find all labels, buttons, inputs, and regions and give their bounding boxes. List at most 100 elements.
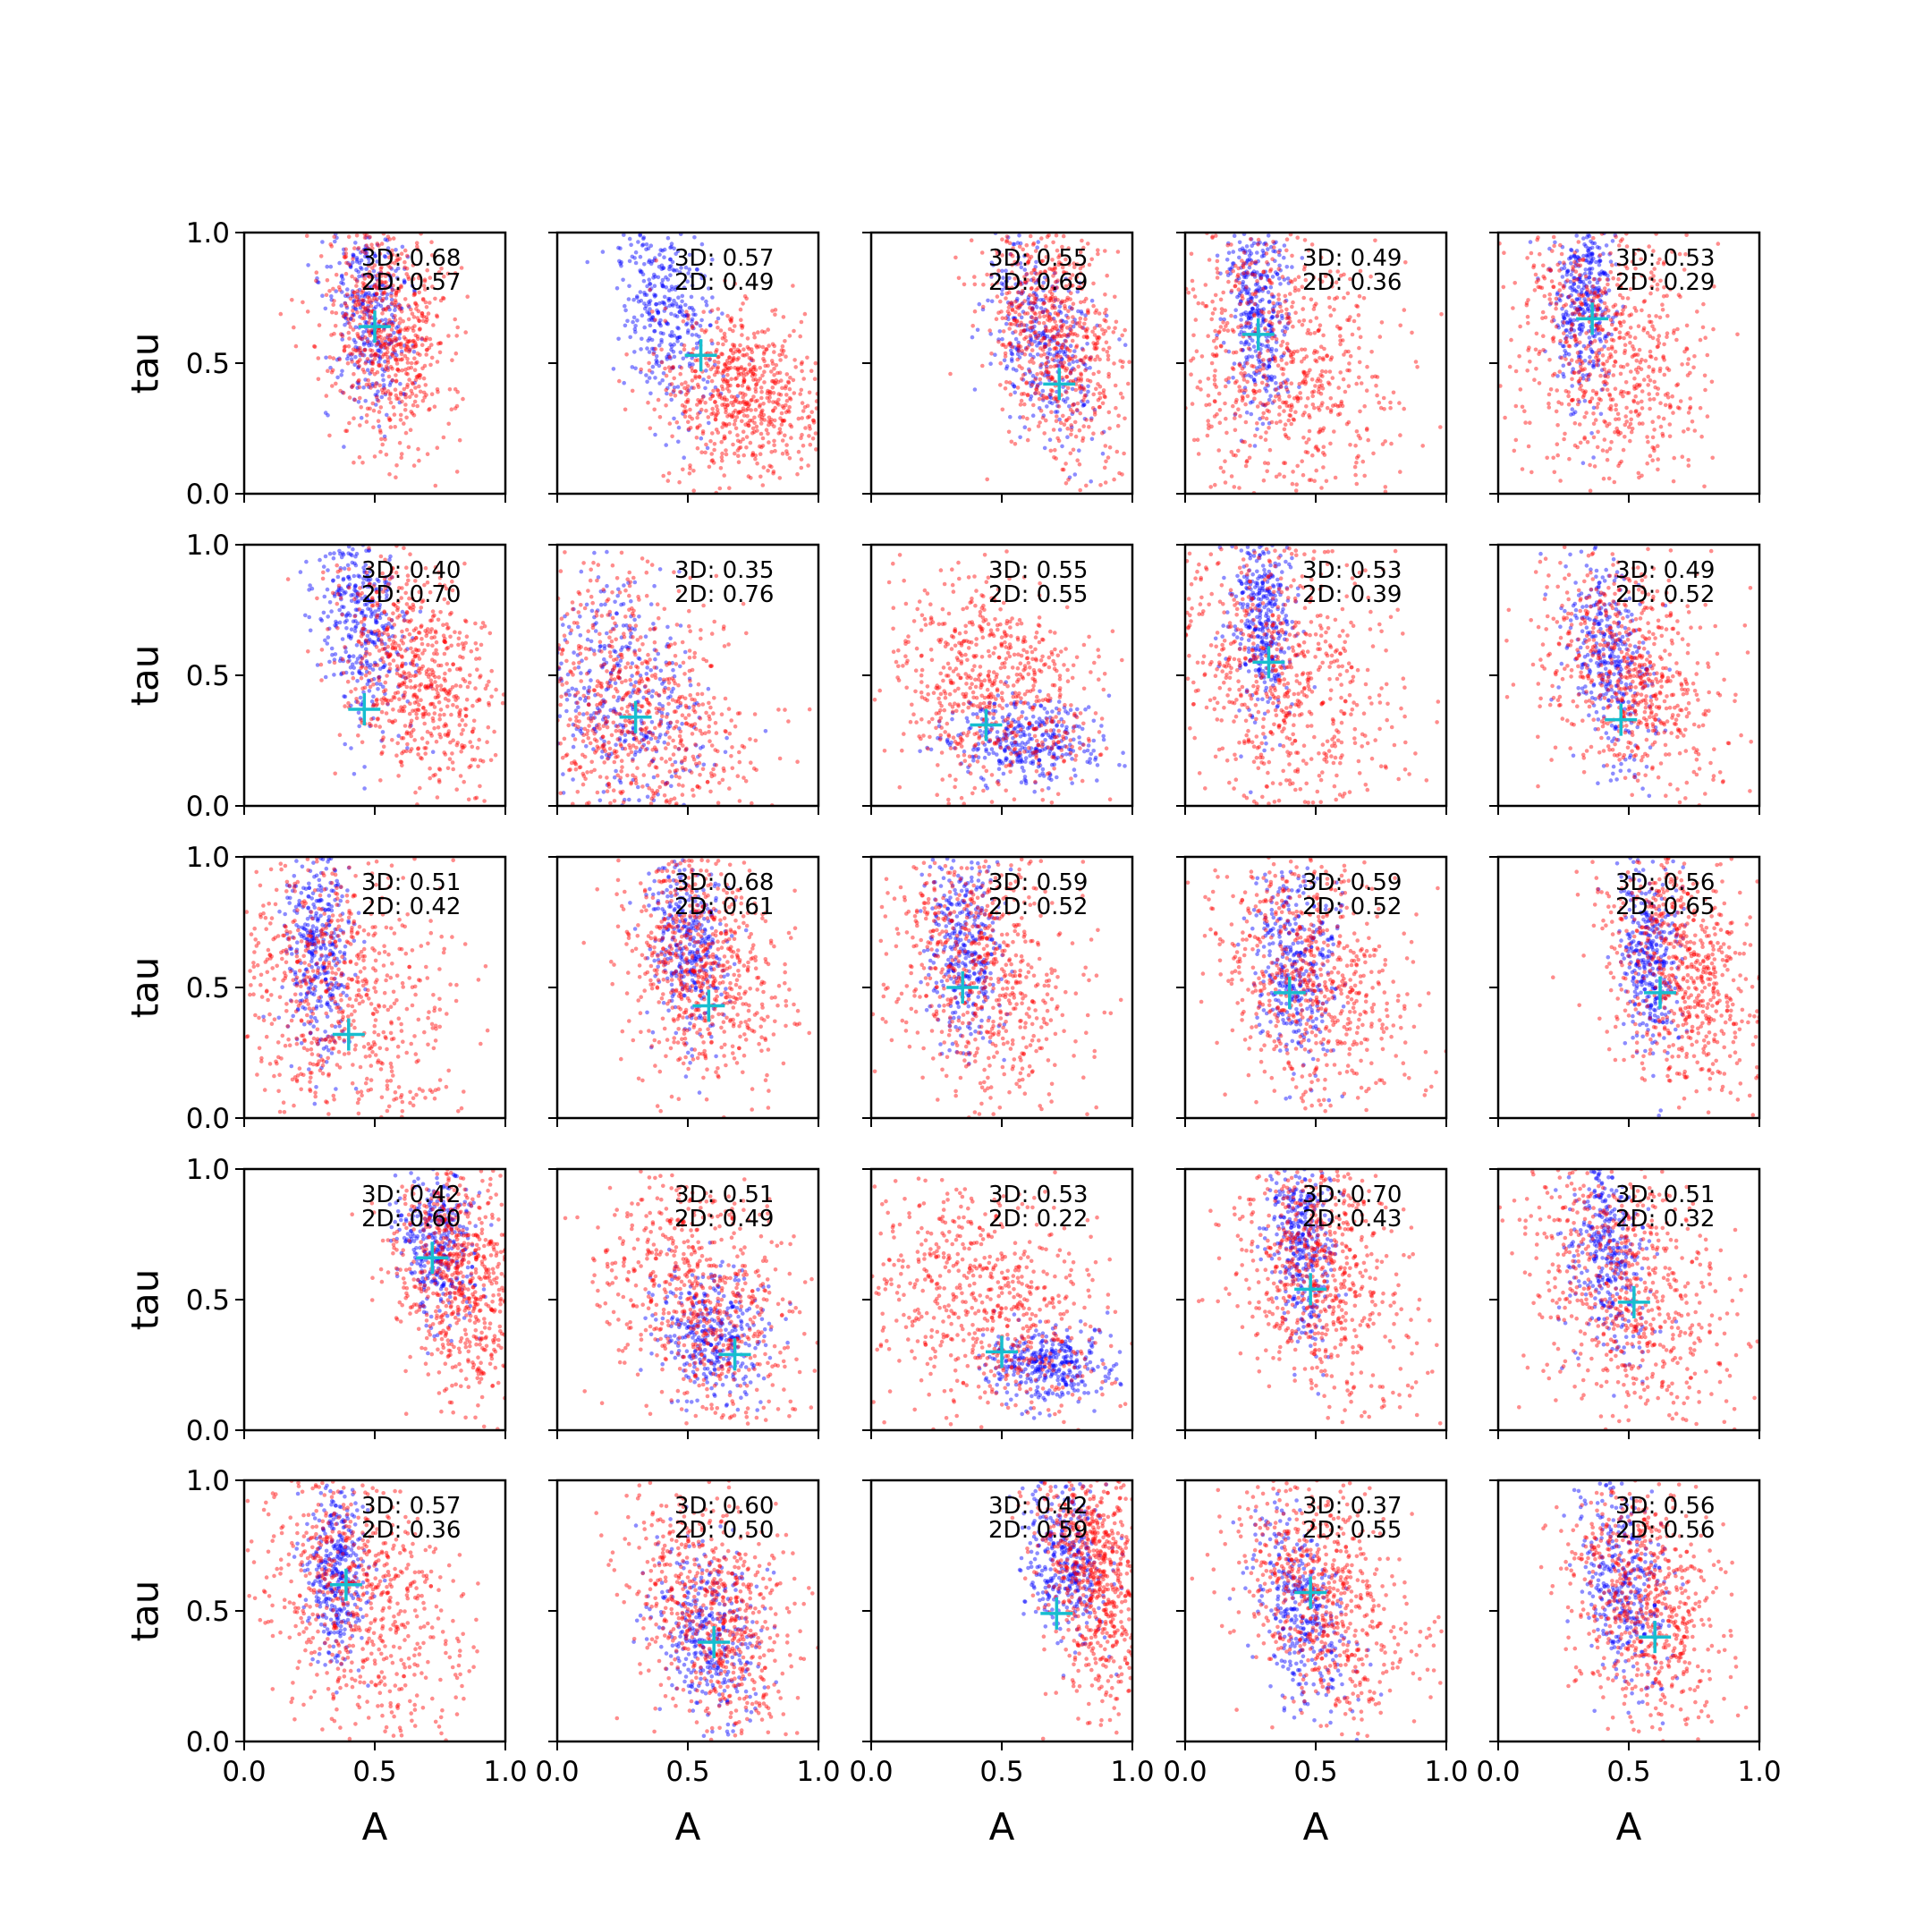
point-3d (388, 278, 393, 283)
point-3d (585, 259, 589, 265)
point-2d (351, 383, 355, 388)
point-2d (406, 445, 411, 450)
point-2d (1275, 313, 1280, 318)
point-3d (387, 320, 393, 325)
point-2d (1619, 459, 1623, 464)
point-3d (1092, 407, 1097, 412)
point-3d (1018, 435, 1022, 440)
point-2d (770, 342, 775, 347)
point-3d (1606, 331, 1611, 336)
point-2d (394, 336, 399, 342)
point-2d (1335, 324, 1340, 329)
point-2d (388, 364, 394, 369)
point-2d (1081, 281, 1086, 286)
point-2d (363, 250, 369, 256)
point-2d (737, 445, 741, 451)
point-2d (395, 367, 400, 372)
point-2d (1065, 386, 1071, 391)
point-2d (347, 321, 352, 326)
point-2d (1612, 363, 1616, 369)
point-3d (385, 412, 389, 418)
point-2d (757, 344, 762, 349)
point-2d (1226, 279, 1231, 284)
point-2d (1595, 445, 1600, 450)
point-3d (1249, 237, 1254, 242)
point-2d (1238, 301, 1242, 307)
point-2d (377, 327, 382, 333)
point-2d (1031, 402, 1036, 408)
point-2d (1057, 253, 1062, 258)
point-2d (1215, 411, 1219, 417)
point-3d (369, 284, 374, 289)
point-2d (745, 413, 750, 419)
point-3d (653, 292, 658, 298)
point-2d (360, 461, 365, 465)
point-2d (1112, 361, 1116, 366)
point-3d (1606, 277, 1611, 282)
point-2d (376, 341, 380, 345)
point-2d (1217, 420, 1223, 426)
point-2d (682, 343, 687, 348)
point-3d (675, 304, 680, 309)
point-2d (1034, 387, 1039, 393)
point-3d (1258, 364, 1262, 369)
point-3d (1598, 339, 1603, 343)
point-3d (419, 336, 425, 342)
point-3d (1052, 338, 1057, 343)
point-2d (1033, 311, 1038, 317)
point-3d (1241, 311, 1246, 317)
point-3d (997, 329, 1003, 334)
point-2d (1302, 377, 1308, 382)
point-2d (334, 310, 339, 316)
point-2d (1668, 404, 1674, 409)
point-2d (415, 403, 420, 409)
point-3d (364, 320, 369, 325)
point-3d (1241, 261, 1246, 267)
point-3d (355, 292, 360, 296)
point-2d (772, 380, 777, 386)
point-2d (751, 331, 757, 336)
point-2d (1021, 323, 1027, 327)
point-3d (989, 275, 994, 279)
point-2d (1043, 362, 1048, 367)
point-2d (433, 296, 437, 301)
point-3d (1581, 310, 1586, 316)
point-3d (377, 353, 381, 359)
point-2d (759, 417, 764, 422)
point-3d (647, 318, 651, 322)
point-2d (1534, 367, 1538, 371)
point-2d (1340, 403, 1345, 409)
point-2d (1542, 293, 1547, 299)
point-3d (1572, 312, 1577, 317)
point-2d (1115, 423, 1121, 428)
point-3d (373, 393, 378, 397)
point-2d (1279, 343, 1284, 348)
point-2d (386, 234, 391, 240)
point-3d (1031, 291, 1037, 295)
point-3d (1547, 267, 1552, 271)
point-3d (630, 365, 635, 369)
point-3d (345, 260, 351, 266)
point-2d (1093, 346, 1098, 352)
point-2d (1094, 308, 1099, 313)
point-2d (1576, 308, 1581, 312)
point-3d (1566, 294, 1571, 300)
point-2d (421, 297, 426, 302)
point-3d (1256, 357, 1261, 362)
point-3d (699, 242, 705, 247)
point-2d (1120, 365, 1125, 369)
point-2d (380, 354, 385, 360)
point-2d (1028, 292, 1032, 298)
point-2d (1117, 470, 1122, 476)
point-2d (1338, 326, 1343, 331)
point-3d (1245, 258, 1250, 263)
point-2d (1022, 328, 1027, 333)
point-2d (792, 391, 797, 395)
point-2d (753, 377, 758, 382)
point-2d (751, 394, 756, 399)
point-2d (386, 343, 392, 347)
point-3d (1020, 281, 1024, 286)
point-3d (376, 321, 381, 326)
point-2d (1062, 422, 1067, 428)
point-3d (720, 311, 724, 316)
